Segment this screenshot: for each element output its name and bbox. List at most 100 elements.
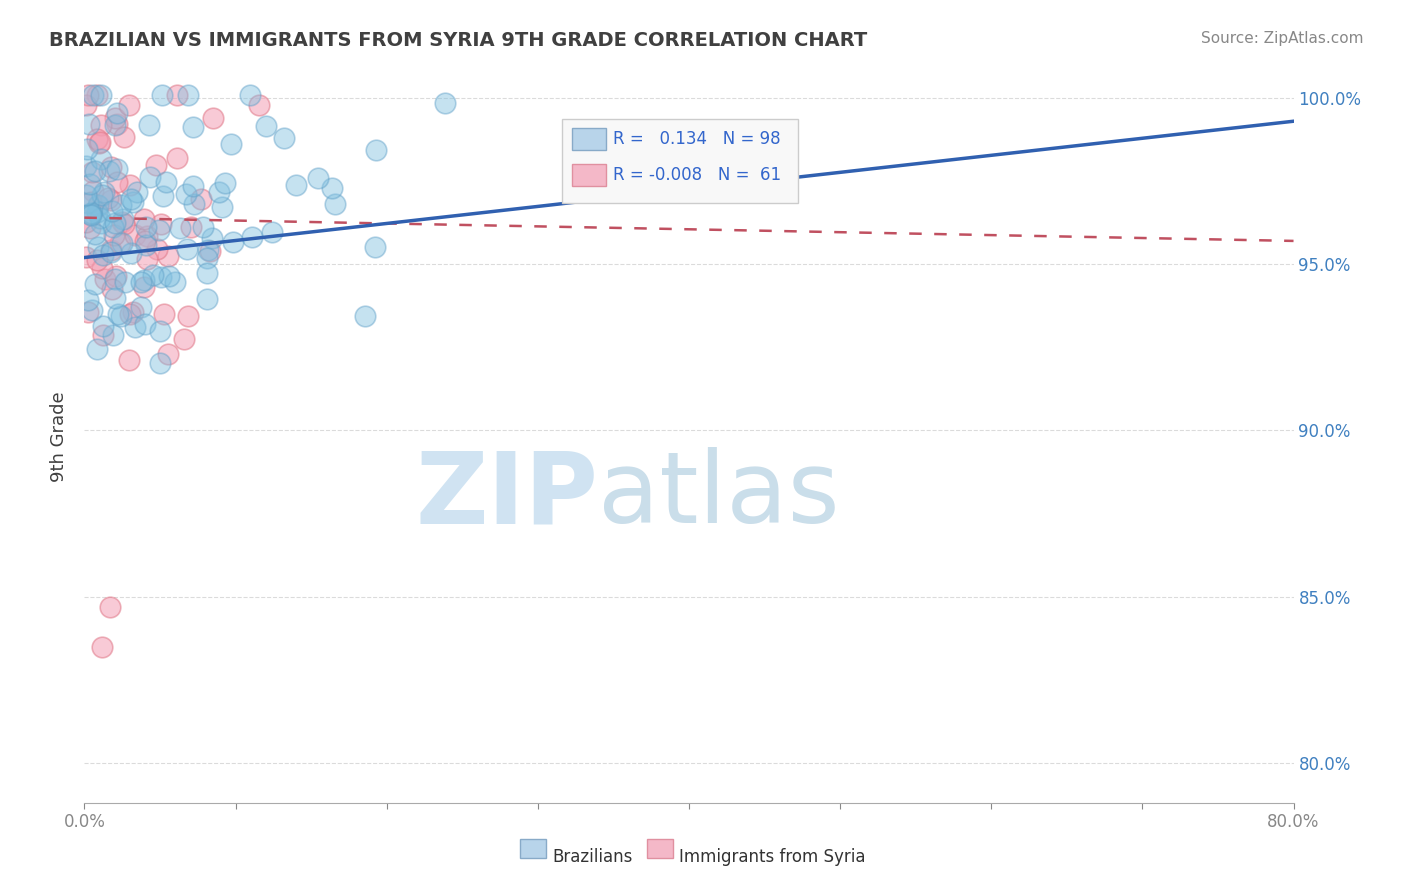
Point	[105, 117, 128, 131]
Point	[86, 87, 108, 102]
Point	[90, 216, 112, 230]
Point	[211, 200, 233, 214]
Point	[83, 277, 105, 291]
Point	[77, 87, 100, 102]
Point	[149, 270, 172, 285]
Point	[146, 242, 169, 256]
Point	[101, 327, 124, 342]
Point	[181, 120, 204, 134]
Text: R = -0.008   N =  61: R = -0.008 N = 61	[613, 166, 780, 185]
Point	[87, 136, 110, 150]
Point	[100, 244, 122, 259]
Text: Brazilians: Brazilians	[553, 848, 633, 866]
Point	[195, 292, 218, 306]
Point	[104, 292, 127, 306]
Point	[127, 186, 149, 200]
Point	[364, 239, 387, 253]
Point	[80, 195, 103, 210]
Text: BRAZILIAN VS IMMIGRANTS FROM SYRIA 9TH GRADE CORRELATION CHART: BRAZILIAN VS IMMIGRANTS FROM SYRIA 9TH G…	[49, 31, 868, 50]
Point	[87, 240, 110, 254]
Point	[307, 171, 329, 186]
Point	[75, 159, 97, 173]
Point	[219, 136, 242, 151]
Point	[86, 132, 108, 146]
Point	[105, 162, 128, 177]
Point	[91, 248, 114, 262]
Point	[112, 217, 135, 231]
Point	[135, 219, 157, 234]
Point	[176, 187, 198, 202]
Point	[107, 307, 129, 321]
Point	[100, 204, 122, 219]
Point	[77, 305, 100, 319]
Point	[135, 237, 157, 252]
Point	[110, 197, 132, 211]
Point	[239, 87, 262, 102]
FancyBboxPatch shape	[647, 839, 673, 858]
Point	[86, 342, 108, 356]
Point	[148, 223, 170, 237]
Point	[90, 118, 112, 132]
Point	[152, 188, 174, 202]
Point	[86, 199, 108, 213]
Point	[142, 268, 165, 282]
Point	[157, 269, 180, 284]
Point	[84, 164, 107, 178]
Point	[193, 220, 215, 235]
Point	[124, 227, 146, 242]
Point	[86, 205, 108, 219]
Point	[180, 220, 202, 235]
Point	[433, 95, 456, 110]
Point	[80, 206, 103, 220]
Point	[93, 185, 115, 199]
Point	[104, 118, 127, 132]
Point	[105, 106, 128, 120]
Point	[79, 221, 101, 235]
Point	[103, 271, 125, 285]
Point	[129, 301, 152, 315]
Text: atlas: atlas	[599, 447, 839, 544]
Point	[91, 261, 114, 276]
Point	[87, 197, 110, 211]
Point	[149, 325, 172, 339]
Point	[82, 184, 104, 198]
Point	[134, 234, 156, 248]
Point	[198, 244, 221, 258]
Point	[155, 175, 177, 189]
Point	[254, 119, 277, 133]
Text: Immigrants from Syria: Immigrants from Syria	[679, 848, 866, 866]
Point	[136, 252, 159, 266]
Point	[197, 243, 219, 257]
Point	[201, 111, 224, 125]
Point	[152, 307, 174, 321]
Point	[120, 178, 142, 192]
Point	[150, 87, 173, 102]
Point	[98, 599, 121, 614]
Point	[208, 186, 231, 200]
Point	[260, 225, 283, 239]
Point	[91, 319, 114, 334]
Point	[177, 310, 200, 324]
Point	[77, 293, 100, 307]
Point	[114, 276, 136, 290]
FancyBboxPatch shape	[572, 128, 606, 150]
Point	[156, 347, 179, 361]
Point	[181, 178, 204, 193]
Point	[76, 142, 98, 156]
Point	[353, 310, 375, 324]
Point	[100, 243, 122, 257]
Text: R =   0.134   N = 98: R = 0.134 N = 98	[613, 129, 780, 148]
Point	[100, 194, 122, 208]
Point	[80, 302, 103, 317]
Point	[75, 215, 97, 229]
Point	[121, 194, 143, 209]
Point	[222, 235, 245, 249]
Point	[79, 178, 101, 192]
Point	[129, 275, 152, 289]
Point	[195, 267, 218, 281]
Point	[112, 129, 135, 144]
Point	[100, 160, 122, 174]
Point	[75, 188, 97, 202]
Point	[84, 227, 107, 241]
Point	[138, 118, 160, 132]
